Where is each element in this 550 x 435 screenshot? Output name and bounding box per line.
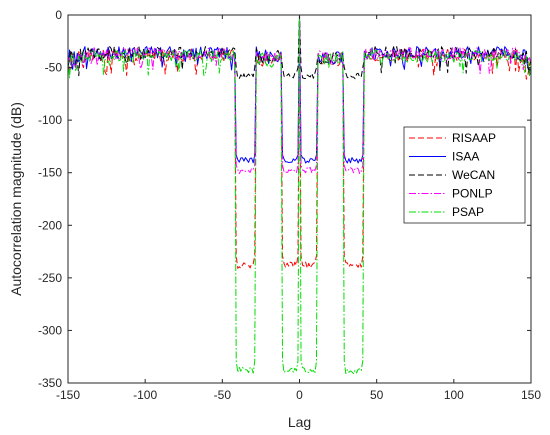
y-tick-label: -300	[38, 323, 62, 337]
legend-box	[403, 126, 526, 224]
y-tick-label: -350	[38, 376, 62, 390]
y-tick-label: 0	[55, 8, 62, 22]
x-tick-label: -100	[133, 388, 157, 402]
y-axis-label: Autocorrelation magnitude (dB)	[8, 102, 24, 296]
legend-label-ponlp: PONLP	[452, 187, 493, 201]
legend-label-risaap: RISAAP	[452, 131, 496, 145]
y-tick-label: -50	[45, 61, 63, 75]
x-tick-label: 50	[370, 388, 384, 402]
x-tick-label: 150	[521, 388, 541, 402]
x-tick-label: 0	[296, 388, 303, 402]
series-line-psap	[68, 15, 531, 375]
y-tick-label: -250	[38, 271, 62, 285]
series-layer	[68, 15, 531, 375]
y-tick-label: -200	[38, 218, 62, 232]
legend-label-wecan: WeCAN	[452, 168, 495, 182]
x-tick-label: 100	[444, 388, 464, 402]
legend-label-psap: PSAP	[452, 205, 484, 219]
x-axis-label: Lag	[288, 414, 311, 430]
legend-label-isaa: ISAA	[452, 150, 479, 164]
legend: RISAAP ISAA WeCAN PONLP PSAP	[403, 126, 526, 224]
y-tick-label: -150	[38, 166, 62, 180]
y-tick-label: -100	[38, 113, 62, 127]
x-tick-label: -50	[214, 388, 232, 402]
x-tick-label: -150	[56, 388, 80, 402]
ticks-layer: -150 -100 -50 0 50 100 150 0 -50 -100 -150 -200 -250…	[38, 8, 541, 402]
